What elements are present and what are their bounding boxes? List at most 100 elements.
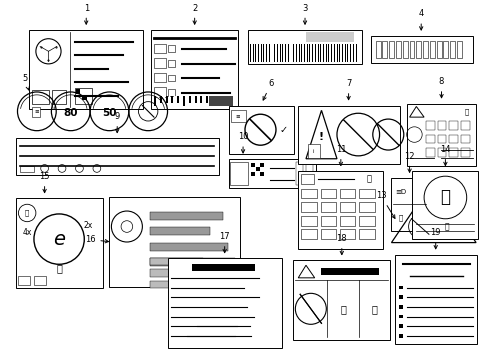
Bar [449,148,458,157]
Bar [371,36,472,63]
Text: ≡: ≡ [236,114,241,119]
Bar [383,41,387,58]
Bar [350,44,351,62]
Bar [410,41,415,58]
Bar [320,202,336,212]
Bar [301,229,317,239]
Bar [316,44,317,62]
Bar [266,44,267,62]
Bar [82,95,87,100]
Bar [32,90,49,104]
Bar [168,60,175,67]
Bar [293,44,294,62]
Bar [224,96,225,103]
Bar [399,334,403,338]
Text: 📋: 📋 [399,215,403,221]
Text: 🚗: 🚗 [367,175,371,184]
Bar [261,167,265,171]
Text: 1: 1 [84,4,89,24]
Bar [280,44,281,62]
Bar [311,44,312,62]
Bar [296,162,303,185]
Text: 🛢: 🛢 [341,304,347,314]
Bar [301,174,314,184]
Bar [251,172,255,176]
Bar [262,44,263,62]
Bar [221,96,223,103]
Bar [334,44,335,62]
Bar [298,44,299,62]
Bar [399,315,403,319]
Bar [413,171,478,239]
Bar [228,159,316,188]
Bar [396,41,401,58]
Bar [16,198,103,288]
Bar [343,44,344,62]
Text: 50: 50 [102,108,117,118]
Bar [449,121,458,130]
Text: 9: 9 [115,112,120,132]
Bar [342,44,343,62]
Bar [163,96,165,103]
Bar [389,41,394,58]
Bar [195,96,196,103]
Bar [285,44,286,62]
Bar [168,89,175,96]
Bar [197,96,199,105]
Bar [273,44,274,62]
Bar [328,44,329,62]
Bar [281,44,282,62]
Bar [437,41,441,58]
Bar [257,44,258,62]
Bar [154,58,166,68]
Bar [75,95,80,100]
Bar [308,44,309,62]
Text: 10: 10 [238,132,248,153]
Bar [206,96,208,103]
Bar [157,96,159,103]
Bar [150,243,227,251]
Bar [340,202,355,212]
Bar [294,44,295,62]
Text: i: i [313,149,315,153]
Bar [321,44,322,62]
Bar [438,121,446,130]
Bar [203,96,205,103]
Bar [269,44,270,62]
Bar [438,148,446,157]
Bar [423,41,428,58]
Bar [192,264,255,271]
Bar [32,107,40,117]
Bar [399,324,403,328]
Bar [301,44,302,62]
Bar [230,162,248,185]
Bar [151,30,238,109]
Bar [251,44,252,62]
Bar [289,44,290,62]
Bar [74,88,92,104]
Bar [359,189,375,198]
Bar [326,44,327,62]
Bar [315,44,316,62]
Bar [174,96,176,103]
Bar [340,216,355,226]
Bar [189,96,191,103]
Bar [305,44,306,62]
Bar [270,44,271,62]
Bar [288,44,289,62]
Bar [349,44,350,62]
Bar [353,44,354,62]
Text: 18: 18 [337,234,347,255]
Bar [449,135,458,143]
Bar [277,44,278,62]
Bar [150,212,223,220]
Bar [337,44,338,62]
Bar [186,96,188,103]
Bar [150,281,235,288]
Bar [264,44,265,62]
Text: ≡: ≡ [34,109,39,114]
Bar [16,139,219,175]
Bar [150,257,235,265]
Bar [301,216,317,226]
Bar [256,167,260,171]
